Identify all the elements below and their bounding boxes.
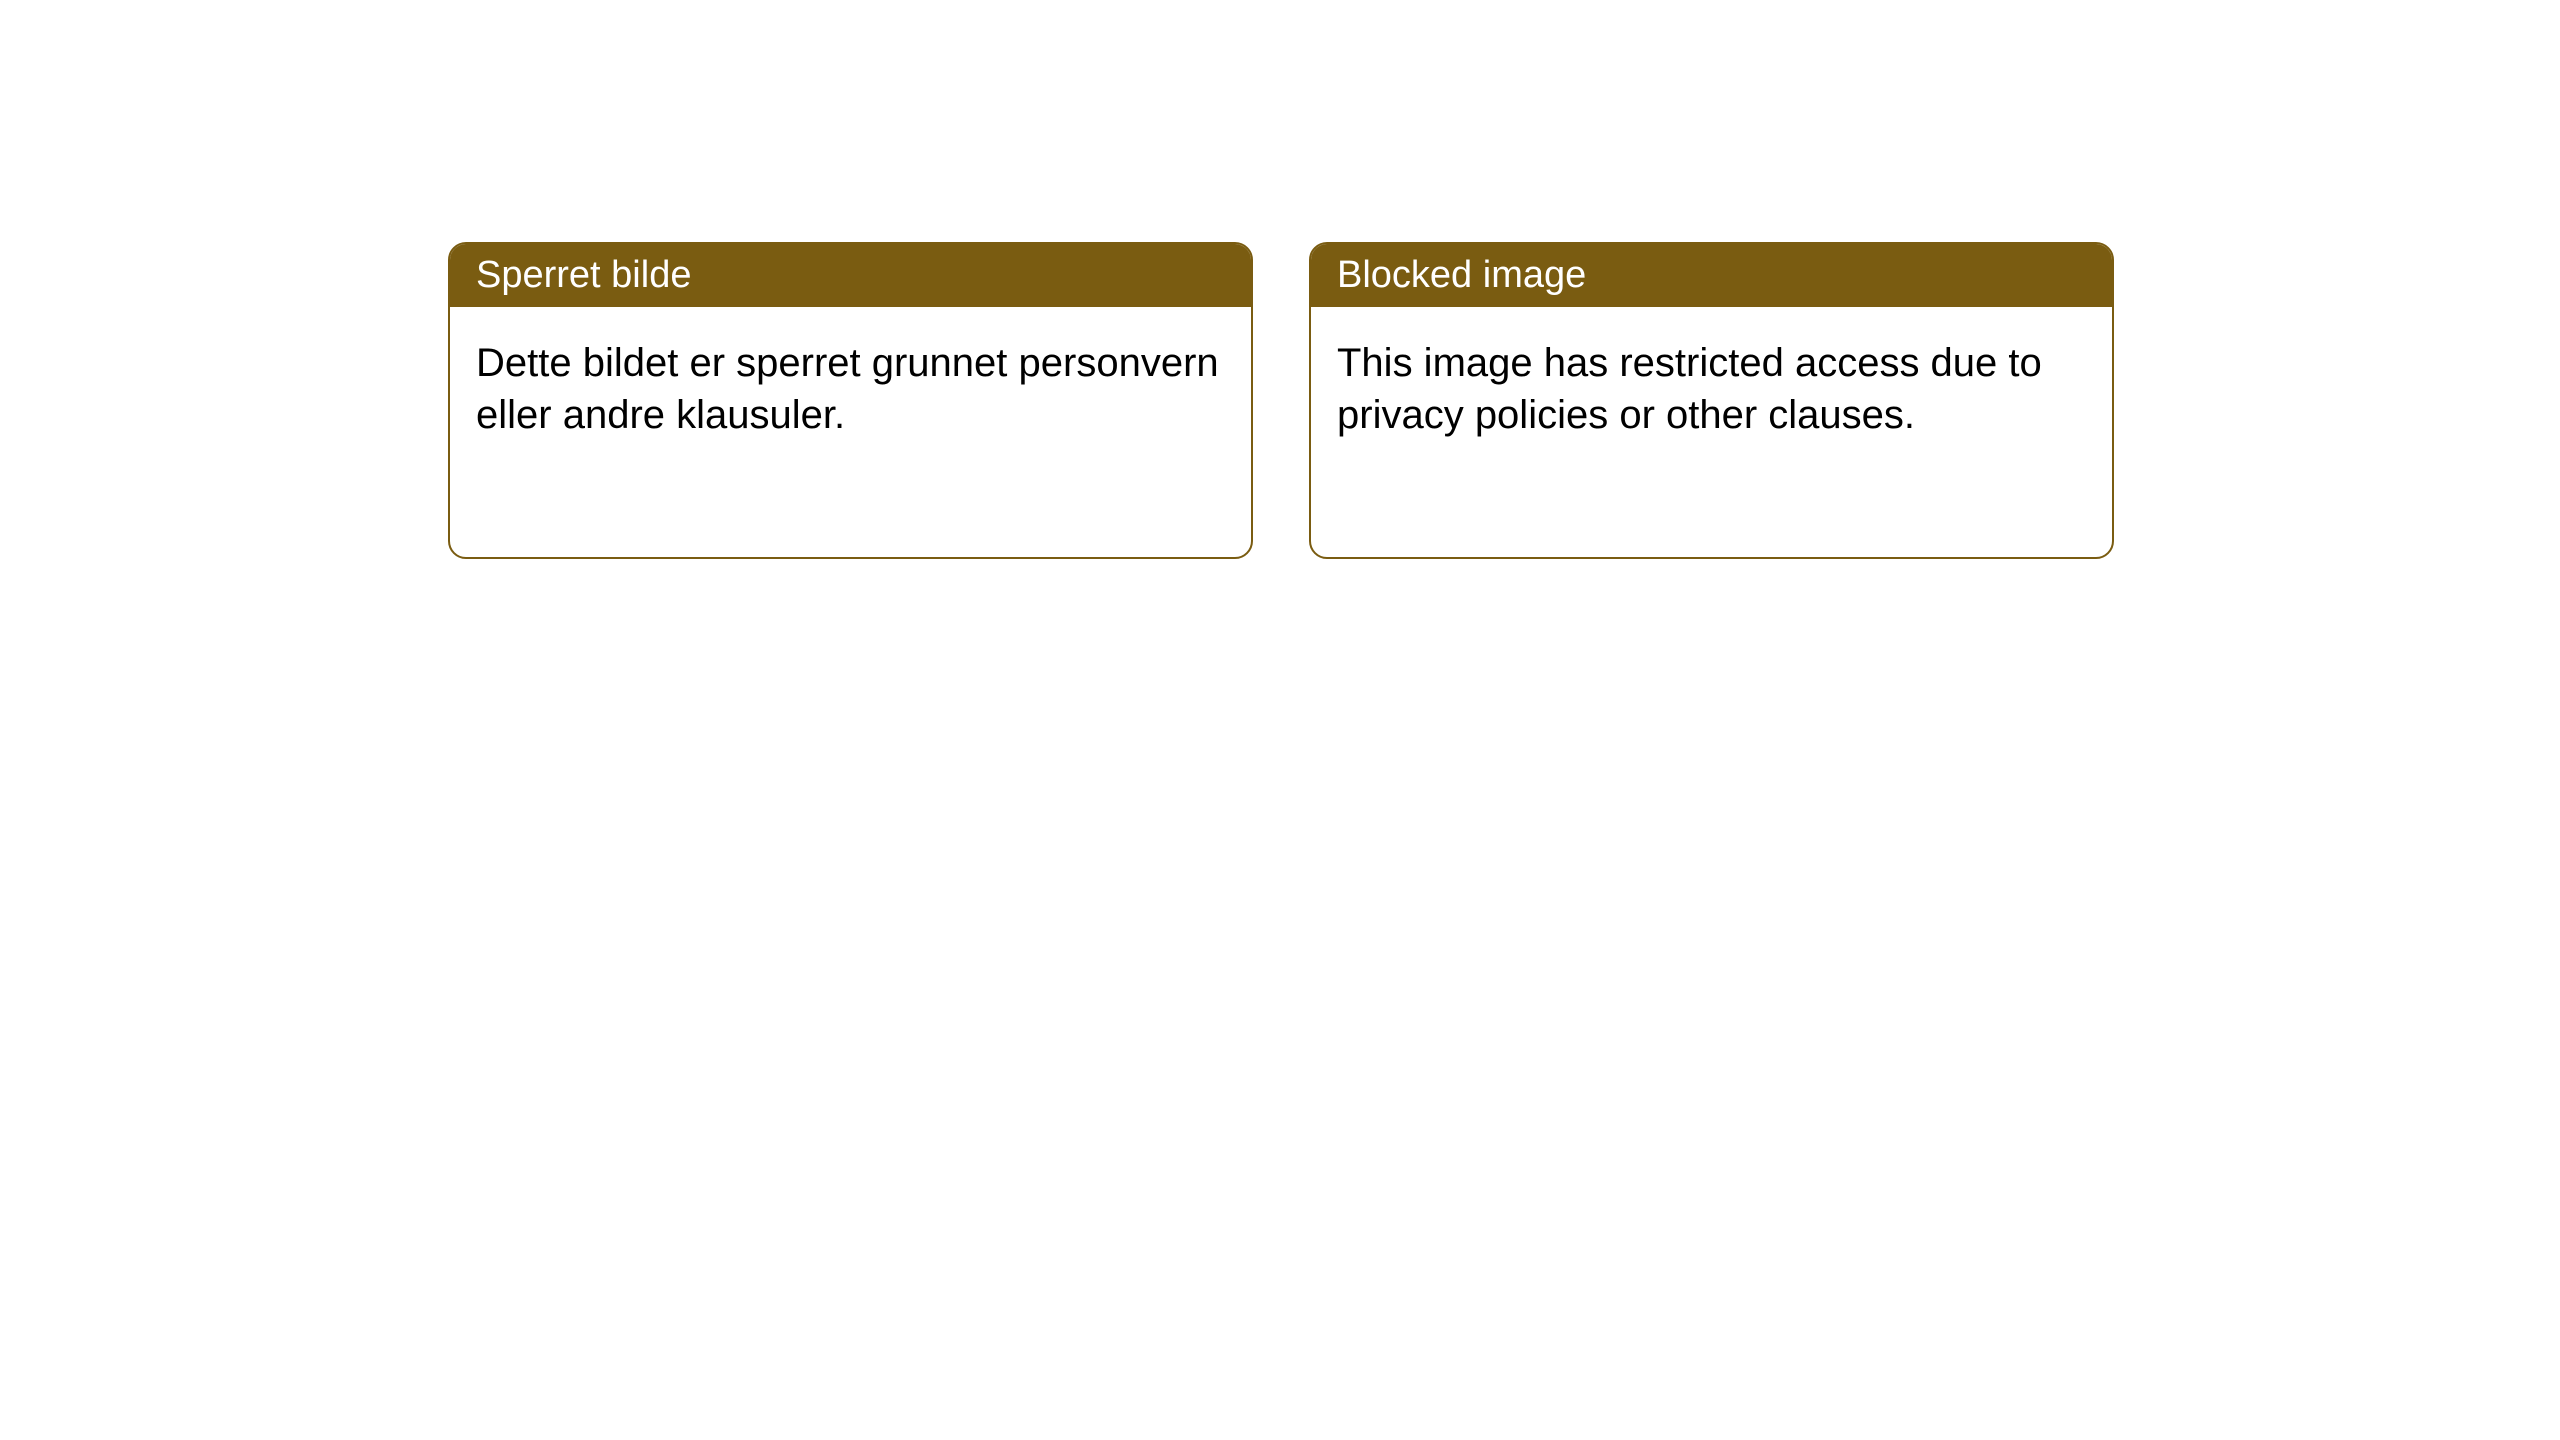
notice-card-title: Sperret bilde (450, 244, 1251, 307)
notice-card-english: Blocked image This image has restricted … (1309, 242, 2114, 559)
notice-card-title: Blocked image (1311, 244, 2112, 307)
notice-cards-container: Sperret bilde Dette bildet er sperret gr… (448, 242, 2114, 559)
notice-card-body: This image has restricted access due to … (1311, 307, 2112, 557)
notice-card-norwegian: Sperret bilde Dette bildet er sperret gr… (448, 242, 1253, 559)
notice-card-body: Dette bildet er sperret grunnet personve… (450, 307, 1251, 557)
